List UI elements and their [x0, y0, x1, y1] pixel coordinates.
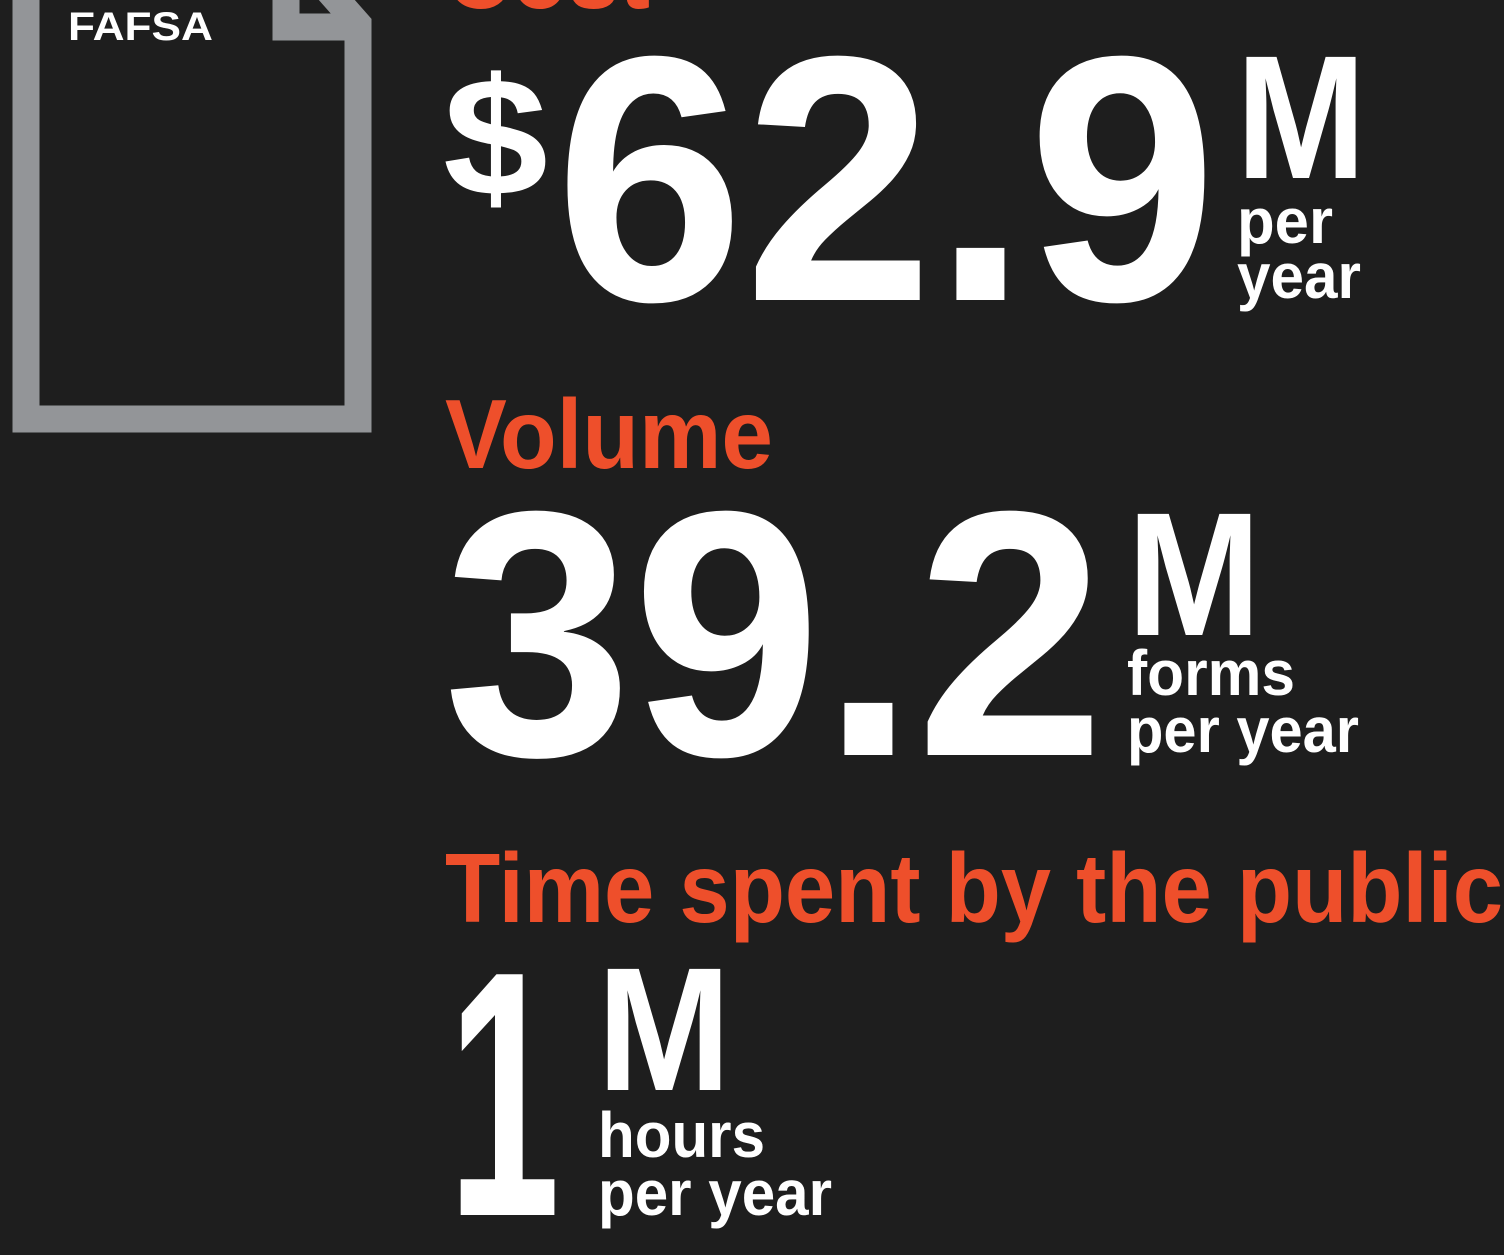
stat-cost: Cost $ 62.9 M per year	[443, 0, 1366, 375]
stat-unit: M	[1127, 477, 1261, 673]
stat-unit: M	[597, 932, 731, 1128]
stat-prefix: $	[443, 43, 548, 231]
stat-note: forms	[1127, 637, 1295, 709]
stat-heading: Time spent by the public	[445, 833, 1503, 943]
stat-volume: Volume 39.2 M forms per year	[443, 379, 1359, 830]
icon-label: FAFSA	[68, 5, 213, 49]
stat-note: hours	[598, 1099, 765, 1171]
stat-note: year	[1237, 240, 1361, 312]
stat-unit: M	[1236, 20, 1366, 216]
icon-outline	[12, 0, 372, 433]
icon-fold	[272, 0, 358, 41]
stat-note: per year	[598, 1157, 832, 1229]
stat-value: 39.2	[443, 439, 1105, 830]
stat-value: 1	[448, 899, 560, 1255]
stat-note: per year	[1127, 694, 1359, 766]
stat-note: per	[1237, 185, 1333, 257]
stat-value: 62.9	[555, 0, 1217, 375]
stat-heading: Volume	[445, 379, 773, 489]
document-icon: FAFSA	[12, 0, 372, 433]
stat-time: Time spent by the public 1 M hours per y…	[445, 833, 1503, 1255]
stat-heading: Cost	[445, 0, 650, 29]
